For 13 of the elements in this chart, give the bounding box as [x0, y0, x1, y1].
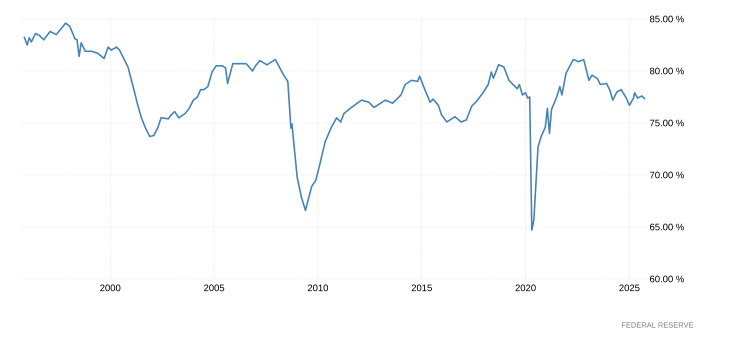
line-series	[23, 22, 646, 231]
y-tick-label: 60.00 %	[650, 276, 684, 282]
y-tick-label: 75.00 %	[650, 120, 684, 126]
y-tick-label: 85.00 %	[650, 16, 684, 22]
x-tick-label: 2005	[204, 284, 224, 292]
x-tick-label: 2020	[516, 284, 536, 292]
y-tick-label: 65.00 %	[650, 224, 684, 230]
x-tick-label: 2025	[619, 284, 640, 292]
y-tick-label: 80.00 %	[650, 68, 684, 74]
y-tick-label: 70.00 %	[650, 172, 684, 178]
x-tick-label: 2015	[412, 284, 432, 292]
x-tick-label: 2010	[308, 284, 328, 292]
x-tick-label: 2000	[100, 284, 120, 292]
